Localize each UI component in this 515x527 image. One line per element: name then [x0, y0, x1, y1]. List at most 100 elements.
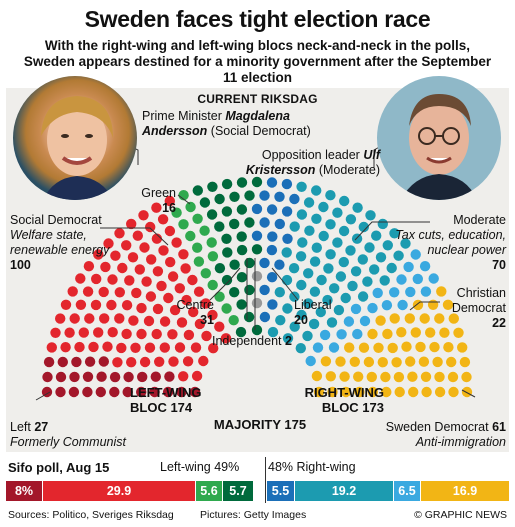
seat-dot	[382, 240, 393, 251]
seat-dot	[99, 313, 110, 324]
seat-dot	[357, 291, 369, 302]
seat-dot	[350, 266, 362, 277]
seat-dot	[71, 356, 82, 368]
moderate-desc: Tax cuts, education, nuclear power	[395, 228, 506, 257]
seat-dot	[164, 225, 176, 237]
seat-dot	[354, 386, 365, 398]
seat-dot	[132, 230, 143, 241]
party-label-moderate: Moderate Tax cuts, education, nuclear po…	[360, 213, 506, 273]
seat-dot	[266, 177, 278, 188]
seat-dot	[453, 327, 464, 338]
seat-dot	[192, 213, 203, 224]
seat-dot	[152, 266, 164, 277]
seat-dot	[192, 185, 203, 196]
seat-dot	[289, 221, 300, 232]
seat-dot	[266, 204, 278, 215]
seat-dot	[281, 206, 293, 217]
seat-dot	[244, 190, 255, 201]
seat-dot	[214, 193, 225, 205]
seat-dot	[403, 261, 414, 273]
seat-dot	[461, 371, 472, 383]
seat-dot	[358, 221, 369, 233]
seat-dot	[229, 218, 240, 230]
left-seats: 27	[34, 420, 49, 434]
seat-dot	[439, 327, 450, 338]
seat-dot	[68, 386, 80, 398]
seat-dot	[364, 242, 375, 253]
seat-dot	[347, 280, 358, 292]
seat-dot	[259, 311, 271, 323]
seat-dot	[394, 386, 405, 398]
seat-dot	[188, 306, 199, 318]
seat-dot	[114, 287, 126, 298]
seat-dot	[192, 242, 203, 253]
seat-dot	[251, 297, 263, 309]
liberal-seats: 20	[294, 313, 308, 327]
seat-dot	[55, 313, 66, 324]
seat-dot	[200, 268, 211, 279]
opposition-party: (Moderate)	[318, 163, 380, 177]
sweden-democrat-seats: 61	[492, 420, 506, 434]
seat-dot	[266, 244, 278, 256]
seat-dot	[181, 294, 192, 306]
seat-dot	[442, 299, 454, 310]
seat-dot	[114, 313, 125, 324]
seat-dot	[267, 231, 278, 242]
seat-dot	[381, 300, 393, 311]
seat-dot	[194, 318, 206, 330]
seat-dot	[43, 356, 55, 368]
seat-dot	[251, 244, 263, 255]
seat-dot	[259, 217, 270, 228]
seat-dot	[459, 356, 471, 368]
seat-dot	[229, 191, 240, 202]
seat-dot	[365, 210, 376, 221]
seat-dot	[220, 333, 232, 344]
seat-dot	[296, 309, 307, 321]
seat-dot	[367, 302, 378, 314]
seat-dot	[167, 329, 178, 340]
left-bloc-label: LEFT-WING BLOC 174	[130, 385, 202, 415]
seat-dot	[323, 263, 334, 274]
seat-dot	[221, 274, 233, 286]
seat-dot	[93, 249, 104, 260]
seat-dot	[329, 283, 340, 294]
seat-dot	[410, 327, 421, 338]
centre-name: Centre	[176, 298, 214, 312]
seat-dot	[281, 178, 293, 190]
seat-dot	[235, 326, 247, 338]
seat-dot	[352, 328, 363, 340]
pm-label: Prime Minister Magdalena Andersson (Soci…	[142, 109, 342, 139]
pm-name: Magdalena Andersson	[142, 109, 290, 138]
seat-dot	[178, 249, 189, 260]
seat-dot	[297, 237, 308, 248]
seat-dot	[353, 371, 364, 382]
pm-party: (Social Democrat)	[210, 124, 311, 138]
seat-dot	[82, 371, 94, 382]
seat-dot	[126, 218, 137, 230]
seat-dot	[60, 342, 71, 353]
seat-dot	[228, 315, 239, 326]
left-bloc-title: LEFT-WING	[130, 385, 202, 400]
seat-dot	[180, 263, 191, 274]
seat-dot	[221, 206, 233, 217]
seat-dot	[183, 329, 195, 341]
seat-dot	[236, 244, 248, 256]
seat-dot	[343, 316, 355, 327]
seat-dot	[322, 294, 333, 306]
seat-dot	[351, 233, 363, 244]
seat-dot	[367, 386, 378, 398]
seat-dot	[221, 233, 232, 244]
seat-dot	[55, 371, 67, 383]
seat-dot	[345, 214, 357, 225]
seat-dot	[338, 256, 349, 268]
seat-dot	[136, 328, 147, 340]
seat-dot	[159, 342, 170, 353]
seat-dot	[400, 238, 411, 249]
seat-dot	[373, 342, 384, 353]
seat-dot	[421, 386, 432, 398]
seat-dot	[193, 256, 205, 267]
seat-dot	[305, 355, 316, 367]
seat-dot	[412, 273, 423, 285]
seat-dot	[259, 257, 270, 269]
seat-dot	[296, 181, 307, 192]
